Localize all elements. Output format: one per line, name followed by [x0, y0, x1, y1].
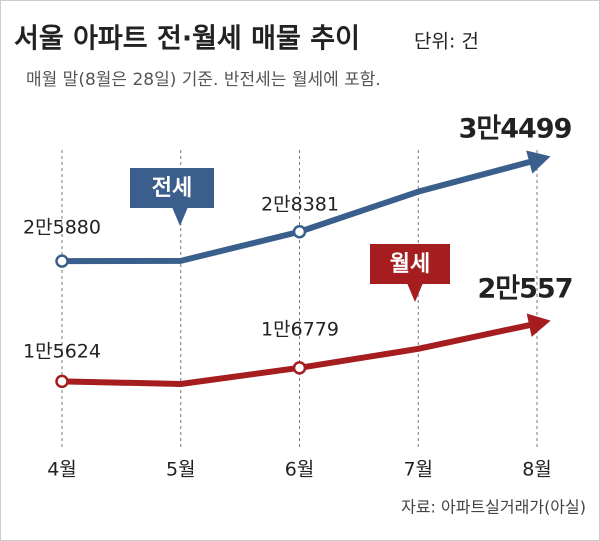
x-tick-label: 5월 — [166, 459, 196, 481]
x-tick-label: 7월 — [403, 459, 433, 481]
x-tick-label: 8월 — [522, 459, 552, 481]
value-label: 2만8381 — [261, 194, 339, 216]
value-label: 1만6779 — [261, 319, 339, 341]
arrowhead — [526, 150, 551, 174]
legend-label: 월세 — [390, 252, 430, 277]
point-marker — [292, 225, 307, 239]
value-label: 3만4499 — [459, 114, 572, 145]
legend-pointer — [407, 283, 423, 302]
legend-box — [130, 168, 214, 208]
point-marker — [55, 374, 69, 389]
legend-label: 전세 — [152, 176, 192, 201]
x-tick-label: 6월 — [285, 459, 315, 481]
point-marker — [55, 254, 69, 268]
value-label: 2만5880 — [23, 217, 101, 239]
legend-box — [370, 244, 450, 284]
unit-label: 단위: 건 — [414, 31, 479, 53]
legend-pointer — [172, 207, 188, 226]
subtitle: 매월 말(8월은 28일) 기준. 반전세는 월세에 포함. — [26, 70, 381, 90]
x-tick-label: 4월 — [47, 459, 77, 481]
value-label: 1만5624 — [23, 341, 101, 363]
chart-title: 서울 아파트 전·월세 매물 추이 — [14, 24, 360, 55]
source: 자료: 아파트실거래가(아실) — [401, 498, 586, 517]
value-label: 2만557 — [478, 274, 573, 305]
point-marker — [292, 361, 307, 375]
arrowhead — [526, 313, 551, 337]
